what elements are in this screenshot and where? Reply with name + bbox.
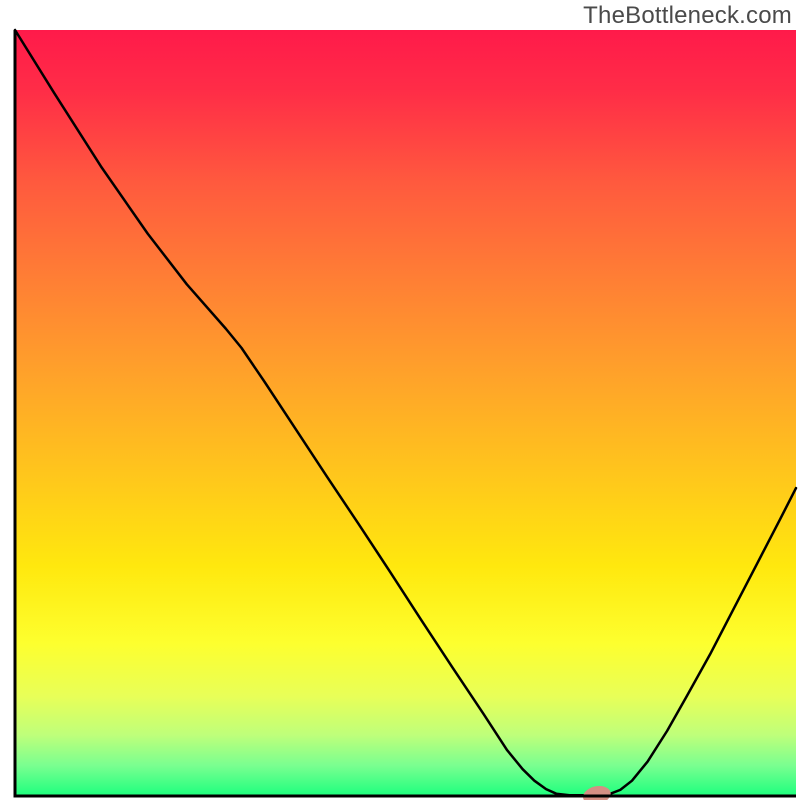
bottleneck-chart [0, 0, 800, 800]
chart-background [15, 30, 796, 796]
watermark-text: TheBottleneck.com [583, 2, 792, 30]
